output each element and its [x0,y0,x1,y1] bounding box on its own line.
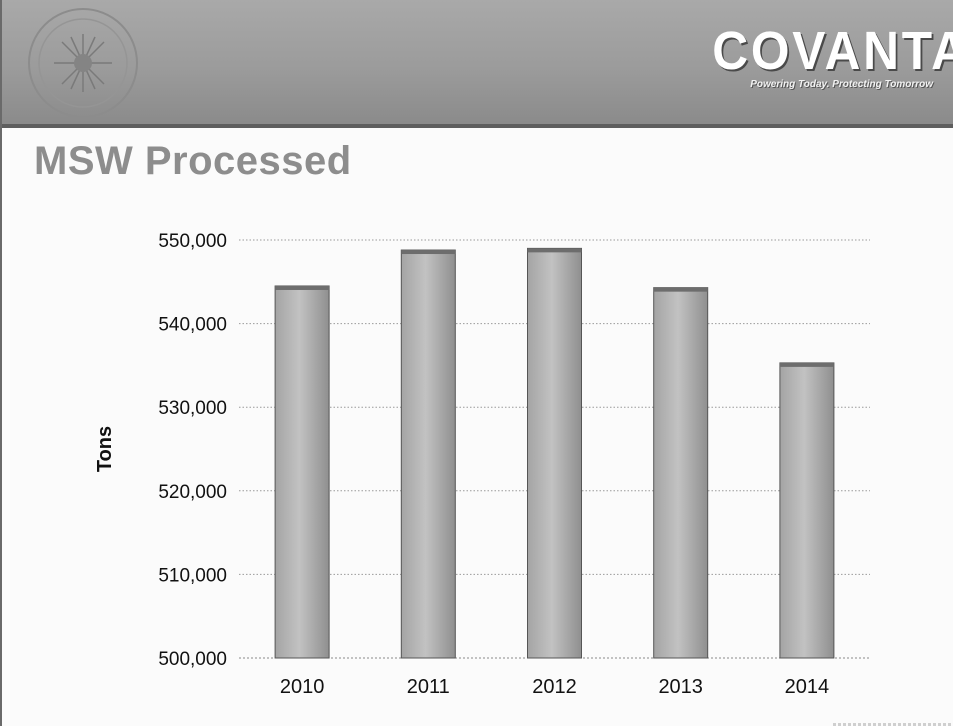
circular-seal-icon [28,8,138,118]
logo-tagline: Powering Today. Protecting Tomorrow [750,79,933,90]
bar-2013 [653,287,709,659]
corner-dash-mark [833,723,953,726]
x-tick-label: 2011 [407,676,450,698]
x-tick-label: 2010 [280,676,325,698]
y-tick-label: 520,000 [158,482,227,503]
y-tick-label: 530,000 [158,398,227,419]
logo-wordmark: COVANTA [712,21,953,81]
bar-2010 [274,285,330,659]
y-tick-label: 500,000 [158,649,227,670]
y-tick-label: 550,000 [158,231,227,252]
x-tick-label: 2013 [658,676,703,698]
y-tick-label: 510,000 [158,565,227,586]
x-tick-label: 2012 [532,676,577,698]
x-tick-label: 2014 [785,676,830,698]
bar-cap-2012 [527,248,582,253]
y-tick-label: 540,000 [158,315,227,336]
y-axis-label: Tons [94,426,116,472]
bar-cap-2010 [275,285,330,290]
bar-2011 [400,249,456,659]
bar-cap-2014 [779,362,834,367]
bar-2014 [779,362,835,659]
header-banner: COVANTA Powering Today. Protecting Tomor… [2,0,953,126]
page-title: MSW Processed [34,139,352,183]
bar-2012 [527,247,582,659]
covanta-logo: COVANTA Powering Today. Protecting Tomor… [693,21,953,92]
banner-divider [2,124,953,128]
bar-cap-2011 [401,250,456,255]
bar-cap-2013 [653,287,708,292]
